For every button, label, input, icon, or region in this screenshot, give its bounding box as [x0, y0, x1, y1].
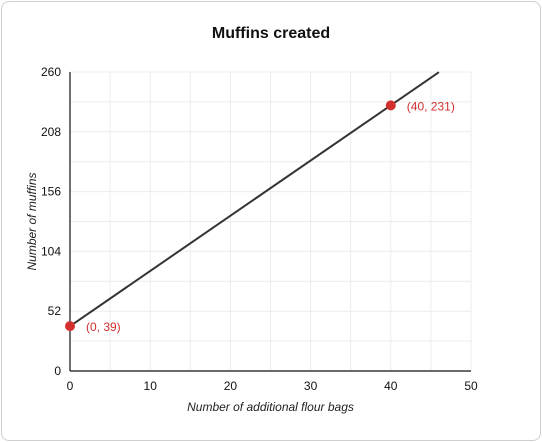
y-tick-label: 104: [41, 244, 61, 258]
x-axis-label: Number of additional flour bags: [187, 400, 354, 414]
chart-title: Muffins created: [211, 25, 331, 42]
x-tick-label: 40: [384, 379, 398, 393]
grid-lines: [69, 71, 472, 372]
data-points: (0, 39) (40, 231): [65, 99, 455, 334]
x-tick-label: 20: [224, 379, 238, 393]
x-tick-label: 0: [67, 379, 74, 393]
data-point: [65, 321, 75, 332]
tick-labels: 0 10 20 30 40 50 0 52 104 156 208 260: [41, 65, 478, 393]
x-tick-label: 30: [304, 379, 318, 393]
y-tick-label: 260: [41, 65, 61, 79]
y-axis-label: Number of muffins: [25, 172, 39, 270]
series-line-group: [69, 71, 440, 327]
data-point: [385, 100, 396, 111]
x-tick-label: 50: [464, 379, 478, 393]
series-line: [69, 71, 440, 327]
y-tick-label: 52: [48, 304, 62, 318]
data-point-label: (0, 39): [86, 320, 121, 334]
y-tick-label: 156: [41, 185, 61, 199]
y-tick-label: 208: [41, 125, 61, 139]
data-point-label: (40, 231): [407, 99, 455, 113]
y-tick-label: 0: [54, 364, 61, 378]
x-tick-label: 10: [144, 379, 158, 393]
